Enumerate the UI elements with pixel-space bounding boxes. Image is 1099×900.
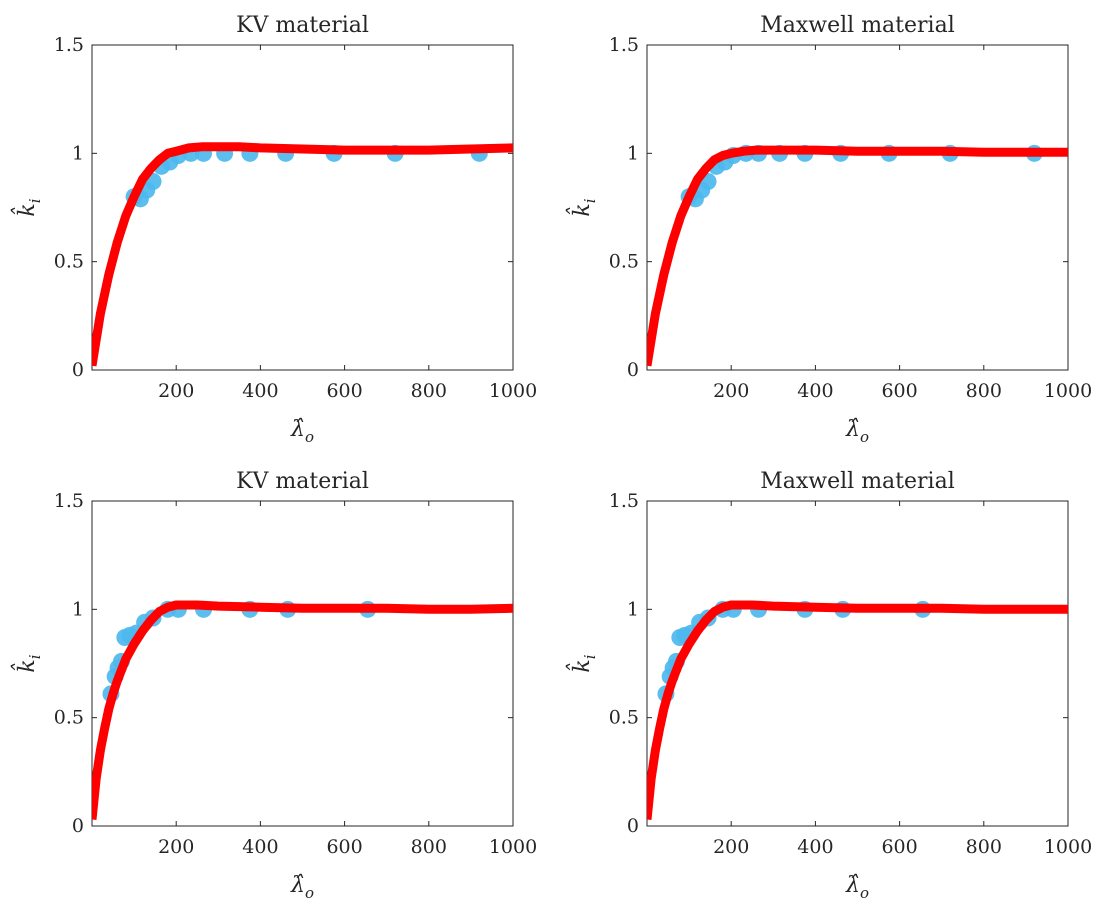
y-tick-label: 1 <box>627 598 639 620</box>
y-axis-label-symbol: k̂ <box>11 203 40 216</box>
x-axis-label-subscript: o <box>860 884 869 900</box>
y-axis-label-symbol: k̂ <box>566 659 595 672</box>
fit-line <box>92 600 513 820</box>
x-tick-label: 1000 <box>1044 836 1092 858</box>
x-tick-label: 400 <box>242 380 278 402</box>
y-axis-label: k̂i <box>566 654 599 672</box>
axes-box <box>91 44 514 371</box>
x-tick-label: 200 <box>713 836 749 858</box>
y-tick-label: 1 <box>72 142 84 164</box>
y-axis-label-subscript: i <box>581 654 599 659</box>
y-tick-label: 1.5 <box>54 490 84 512</box>
y-tick-label: 0 <box>627 815 639 837</box>
y-tick-label: 1 <box>627 142 639 164</box>
fit-line <box>647 600 1068 820</box>
x-tick-label: 800 <box>966 836 1002 858</box>
subplot-3: 0 0.5 1 1.5 200 400 600 800 1000 KV material λ̂o k̂… <box>11 469 537 900</box>
y-tick-label: 0.5 <box>609 707 639 729</box>
x-tick-label: 1000 <box>489 836 537 858</box>
x-tick-label: 600 <box>881 380 917 402</box>
y-tick-label: 0 <box>627 359 639 381</box>
fit-line <box>92 142 513 367</box>
x-tick-label: 400 <box>797 380 833 402</box>
x-axis-label-symbol: λ̂ <box>290 873 305 898</box>
y-axis-label-subscript: i <box>26 654 44 659</box>
y-axis-label: k̂i <box>566 198 599 216</box>
y-axis-label-subscript: i <box>26 198 44 203</box>
x-tick-label: 1000 <box>489 380 537 402</box>
y-tick-label: 0 <box>72 815 84 837</box>
x-axis-label-symbol: λ̂ <box>845 873 860 898</box>
y-axis-label-symbol: k̂ <box>11 659 40 672</box>
x-tick-label: 800 <box>411 380 447 402</box>
y-tick-label: 0.5 <box>54 707 84 729</box>
y-tick-label: 1 <box>72 598 84 620</box>
chart-title: KV material <box>236 469 369 494</box>
subplot-1: 0 0.5 1 1.5 200 400 600 800 1000 KV material λ̂o k̂… <box>11 13 537 446</box>
x-tick-label: 200 <box>158 380 194 402</box>
fit-line <box>647 145 1068 367</box>
chart-title: KV material <box>236 13 369 38</box>
y-tick-label: 0.5 <box>54 251 84 273</box>
x-axis-label-symbol: λ̂ <box>290 417 305 442</box>
y-axis-label-symbol: k̂ <box>566 203 595 216</box>
x-tick-label: 600 <box>326 380 362 402</box>
scatter-series <box>102 600 377 703</box>
x-axis-label: λ̂o <box>290 417 314 446</box>
x-axis-label-subscript: o <box>305 884 314 900</box>
x-tick-label: 600 <box>326 836 362 858</box>
x-tick-label: 1000 <box>1044 380 1092 402</box>
chart-title: Maxwell material <box>760 13 955 38</box>
y-tick-label: 0 <box>72 359 84 381</box>
y-axis-label-subscript: i <box>581 198 599 203</box>
x-tick-label: 200 <box>158 836 194 858</box>
x-axis-label: λ̂o <box>845 873 869 900</box>
x-axis-label: λ̂o <box>845 417 869 446</box>
subplot-2: 0 0.5 1 1.5 200 400 600 800 1000 Maxwell material… <box>566 13 1092 446</box>
x-axis-label-subscript: o <box>860 428 869 446</box>
y-axis-label: k̂i <box>11 198 44 216</box>
y-tick-label: 1.5 <box>609 490 639 512</box>
x-tick-label: 400 <box>242 836 278 858</box>
x-tick-label: 200 <box>713 380 749 402</box>
axes-box <box>91 500 514 827</box>
y-axis-label: k̂i <box>11 654 44 672</box>
x-tick-label: 600 <box>881 836 917 858</box>
subplot-4: 0 0.5 1 1.5 200 400 600 800 1000 Maxwell material… <box>566 469 1092 900</box>
axes-box <box>646 44 1069 371</box>
y-tick-label: 1.5 <box>609 34 639 56</box>
x-axis-label-symbol: λ̂ <box>845 417 860 442</box>
y-tick-label: 0.5 <box>609 251 639 273</box>
x-tick-label: 400 <box>797 836 833 858</box>
x-tick-label: 800 <box>966 380 1002 402</box>
x-axis-label: λ̂o <box>290 873 314 900</box>
scatter-series <box>657 600 932 703</box>
x-axis-label-subscript: o <box>305 428 314 446</box>
axes-box <box>646 500 1069 827</box>
y-tick-label: 1.5 <box>54 34 84 56</box>
chart-title: Maxwell material <box>760 469 955 494</box>
x-tick-label: 800 <box>411 836 447 858</box>
